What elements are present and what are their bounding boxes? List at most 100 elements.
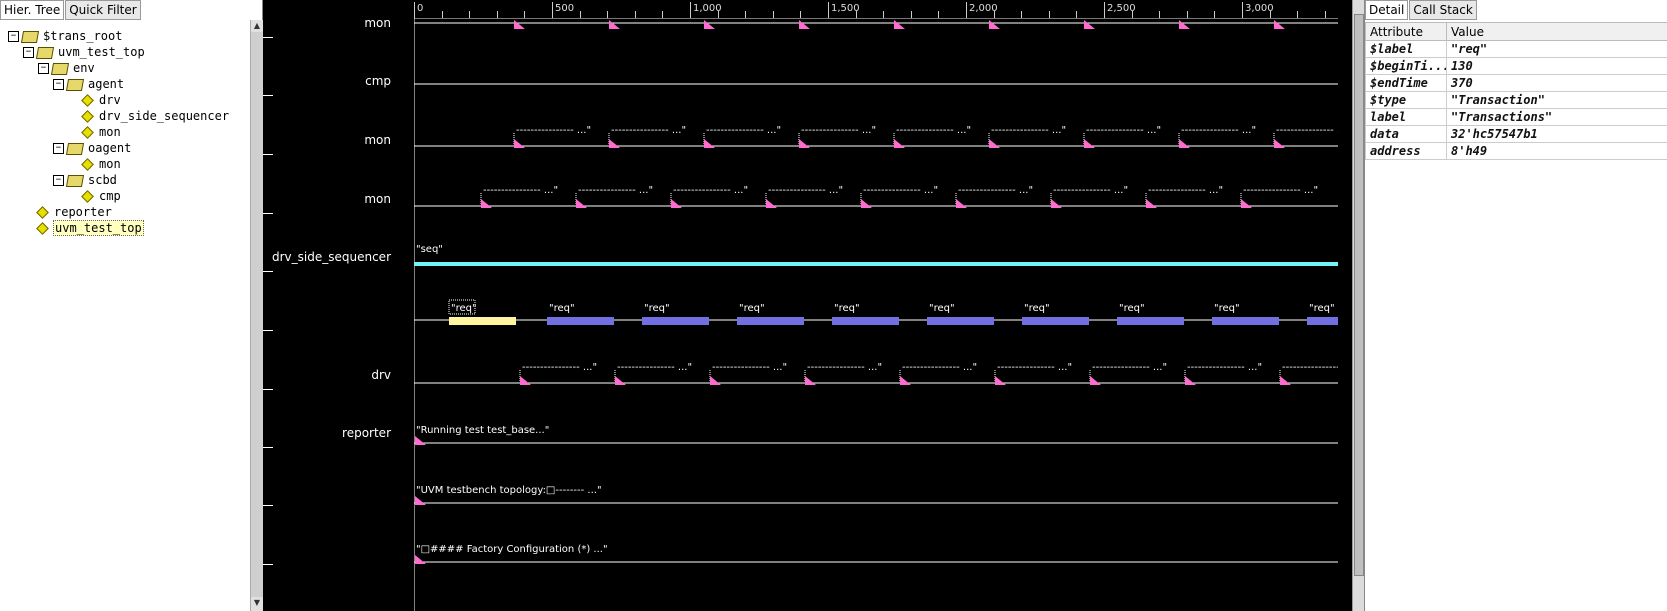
transaction-marker[interactable] — [704, 139, 715, 148]
signal-name[interactable]: drv — [371, 368, 391, 382]
transaction-marker[interactable] — [415, 436, 426, 445]
transaction-marker[interactable] — [799, 20, 810, 29]
transaction-marker[interactable] — [766, 199, 777, 208]
transaction-marker[interactable] — [609, 20, 620, 29]
value-column-header[interactable]: Value — [1446, 22, 1667, 41]
transaction-marker[interactable] — [1179, 20, 1190, 29]
attribute-row[interactable]: $endTime 370 — [1365, 74, 1667, 92]
transaction-marker[interactable] — [514, 20, 525, 29]
tree-node[interactable]: reporter — [23, 204, 113, 220]
transaction-marker[interactable] — [1241, 199, 1252, 208]
transaction-marker[interactable] — [514, 139, 525, 148]
collapse-icon[interactable]: − — [53, 79, 64, 90]
tree-node[interactable]: mon — [68, 156, 122, 172]
signal-name[interactable]: reporter — [342, 426, 391, 440]
tree-node[interactable]: cmp — [68, 188, 122, 204]
transaction-marker[interactable] — [615, 376, 626, 385]
tree-node[interactable]: drv — [68, 92, 122, 108]
scroll-down-arrow-icon[interactable]: ▼ — [253, 598, 261, 607]
transaction-marker[interactable] — [1179, 139, 1190, 148]
transaction-marker[interactable] — [1274, 20, 1285, 29]
tab-hier-tree[interactable]: Hier. Tree — [0, 0, 65, 20]
req-bar[interactable] — [737, 317, 804, 325]
tab-call-stack[interactable]: Call Stack — [1409, 0, 1477, 20]
tree-node[interactable]: − oagent — [53, 140, 132, 156]
transaction-marker[interactable] — [609, 139, 620, 148]
transaction-marker[interactable] — [1280, 376, 1291, 385]
signal-name[interactable]: cmp — [365, 74, 391, 88]
attribute-row[interactable]: $type "Transaction" — [1365, 91, 1667, 109]
transaction-marker[interactable] — [576, 199, 587, 208]
scroll-up-arrow-icon[interactable]: ▲ — [253, 21, 261, 30]
ruler-label: 500 — [555, 3, 575, 14]
transaction-marker[interactable] — [799, 139, 810, 148]
folder-open-icon — [20, 30, 40, 43]
collapse-icon[interactable]: − — [53, 143, 64, 154]
waveform-area[interactable]: 0 500 1,000 1,500 2,000 2,500 3,000 ----------… — [414, 0, 1338, 611]
transaction-marker[interactable] — [989, 139, 1000, 148]
collapse-icon[interactable]: − — [23, 47, 34, 58]
attribute-row[interactable]: $label "req" — [1365, 40, 1667, 58]
tree-node[interactable]: uvm_test_top — [23, 220, 144, 236]
attribute-row[interactable]: data 32'hc57547b1 — [1365, 125, 1667, 143]
time-ruler[interactable]: 0 500 1,000 1,500 2,000 2,500 3,000 — [414, 0, 1338, 19]
req-bar[interactable] — [1117, 317, 1184, 325]
req-bar[interactable] — [1022, 317, 1089, 325]
transaction-marker[interactable] — [805, 376, 816, 385]
transaction-marker[interactable] — [415, 496, 426, 505]
transaction-marker[interactable] — [415, 555, 426, 564]
transaction-marker[interactable] — [520, 376, 531, 385]
tree-scrollbar[interactable]: ▲ ▼ — [250, 20, 263, 611]
transaction-marker[interactable] — [989, 20, 1000, 29]
tree-node[interactable]: mon — [68, 124, 122, 140]
transaction-marker[interactable] — [671, 199, 682, 208]
waveform-canvas[interactable]: ---------------- ..." ---------------- ..… — [414, 0, 1338, 611]
transaction-marker[interactable] — [1051, 199, 1062, 208]
selected-req-bar[interactable] — [449, 317, 516, 325]
attribute-row[interactable]: label "Transactions" — [1365, 108, 1667, 126]
transaction-marker[interactable] — [894, 139, 905, 148]
tree-node[interactable]: drv_side_sequencer — [68, 108, 230, 124]
waveform-scroll-thumb[interactable] — [1354, 14, 1364, 576]
signal-name[interactable]: drv_side_sequencer — [272, 250, 391, 264]
transaction-marker[interactable] — [481, 199, 492, 208]
tab-quick-filter[interactable]: Quick Filter — [65, 0, 141, 20]
transaction-marker[interactable] — [894, 20, 905, 29]
req-bar[interactable] — [1307, 317, 1338, 325]
attribute-row[interactable]: address 8'h49 — [1365, 142, 1667, 160]
transaction-marker[interactable] — [1090, 376, 1101, 385]
tab-detail[interactable]: Detail — [1365, 0, 1409, 20]
transaction-marker[interactable] — [1084, 20, 1095, 29]
collapse-icon[interactable]: − — [53, 175, 64, 186]
sequence-bar[interactable] — [414, 262, 1338, 266]
tree-node[interactable]: − uvm_test_top — [23, 44, 146, 60]
collapse-icon[interactable]: − — [38, 63, 49, 74]
req-bar[interactable] — [832, 317, 899, 325]
req-bar[interactable] — [642, 317, 709, 325]
transaction-marker[interactable] — [704, 20, 715, 29]
signal-name[interactable]: mon — [364, 16, 391, 30]
transaction-marker[interactable] — [956, 199, 967, 208]
tree-scroll-track[interactable] — [251, 32, 263, 597]
transaction-marker[interactable] — [1146, 199, 1157, 208]
tree-node[interactable]: − env — [38, 60, 96, 76]
collapse-icon[interactable]: − — [8, 31, 19, 42]
signal-name[interactable]: mon — [364, 133, 391, 147]
req-bar[interactable] — [927, 317, 994, 325]
transaction-marker[interactable] — [900, 376, 911, 385]
attribute-row[interactable]: $beginTi... 130 — [1365, 57, 1667, 75]
transaction-marker[interactable] — [861, 199, 872, 208]
req-bar[interactable] — [1212, 317, 1279, 325]
attribute-column-header[interactable]: Attribute — [1365, 22, 1447, 41]
transaction-marker[interactable] — [1274, 139, 1285, 148]
tree-node[interactable]: − scbd — [53, 172, 118, 188]
transaction-marker[interactable] — [1185, 376, 1196, 385]
transaction-marker[interactable] — [710, 376, 721, 385]
tree-node[interactable]: − agent — [53, 76, 125, 92]
waveform-scrollbar[interactable] — [1352, 0, 1364, 611]
transaction-marker[interactable] — [1084, 139, 1095, 148]
transaction-marker[interactable] — [995, 376, 1006, 385]
signal-name[interactable]: mon — [364, 192, 391, 206]
req-bar[interactable] — [547, 317, 614, 325]
tree-node[interactable]: − $trans_root — [8, 28, 123, 44]
